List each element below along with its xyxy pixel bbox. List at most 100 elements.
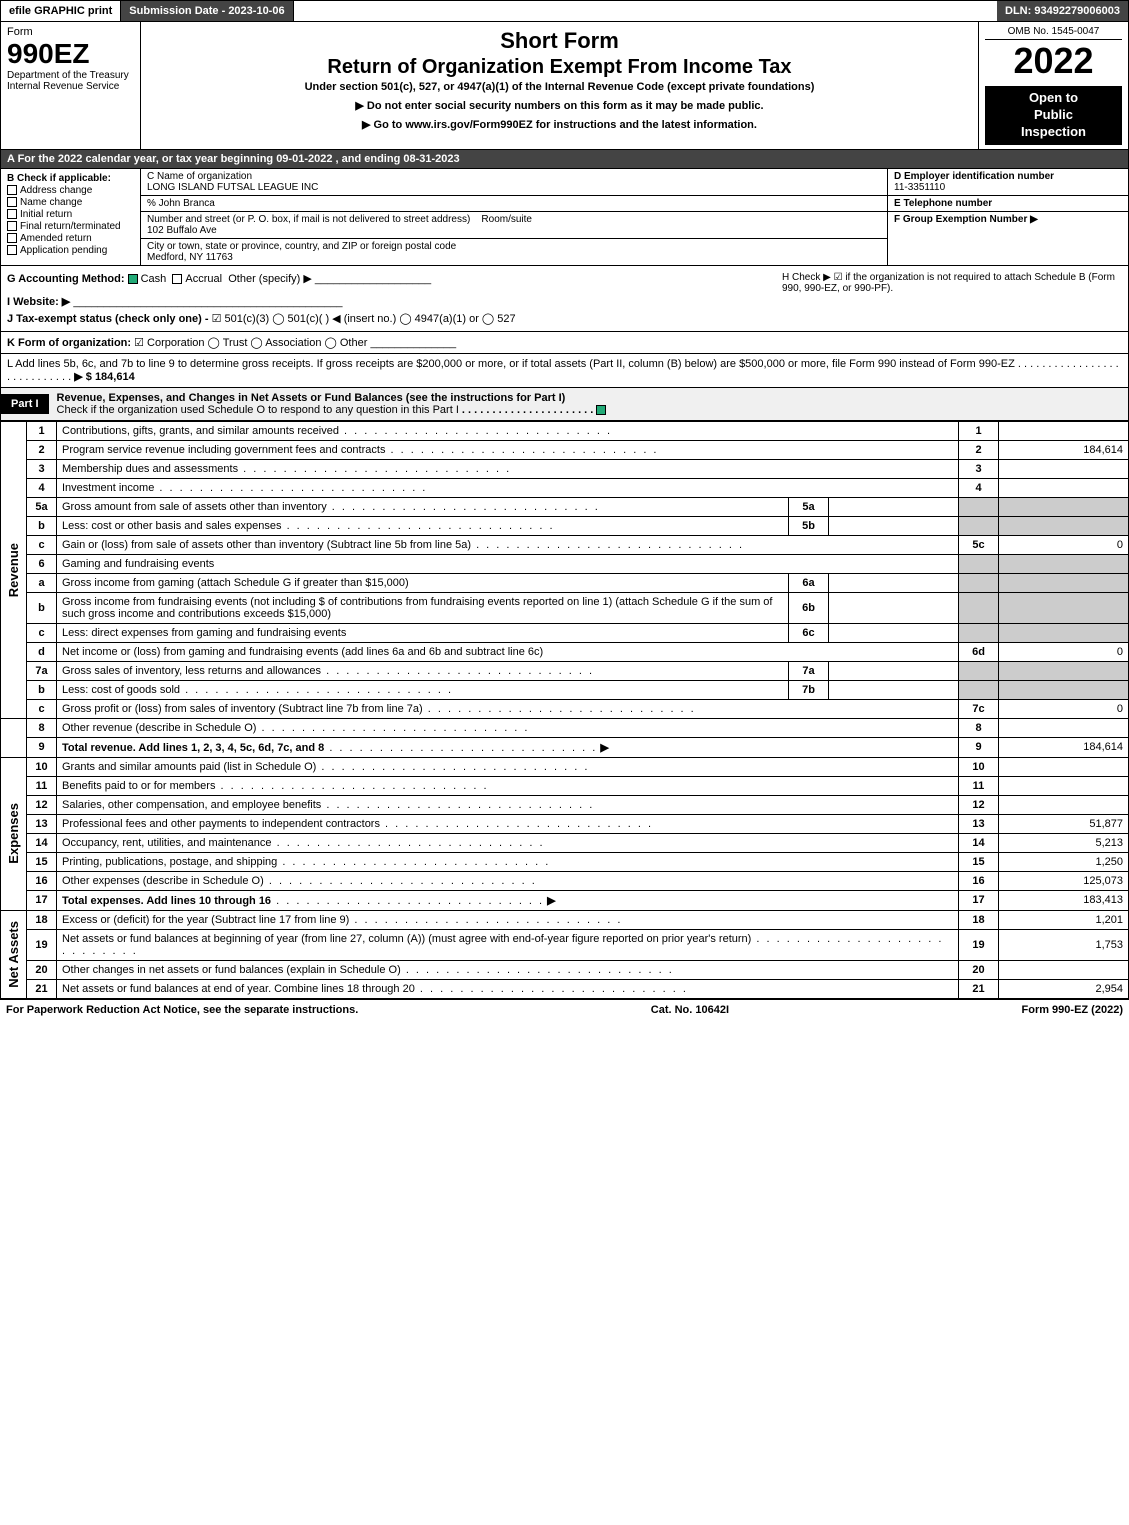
line2-desc: Program service revenue including govern… bbox=[62, 444, 385, 456]
line7b-num: b bbox=[27, 680, 57, 699]
line6b-ibox: 6b bbox=[789, 592, 829, 623]
org-name-value: LONG ISLAND FUTSAL LEAGUE INC bbox=[147, 182, 318, 193]
line6-shade2 bbox=[999, 554, 1129, 573]
ein-value: 11-3351110 bbox=[894, 182, 945, 193]
page-footer: For Paperwork Reduction Act Notice, see … bbox=[0, 999, 1129, 1020]
check-address-change[interactable]: Address change bbox=[7, 185, 134, 196]
line3-desc: Membership dues and assessments bbox=[62, 463, 238, 475]
line7c-num: c bbox=[27, 699, 57, 718]
footer-catno: Cat. No. 10642I bbox=[651, 1004, 729, 1016]
line8-num: 8 bbox=[27, 718, 57, 737]
check-accrual[interactable] bbox=[172, 274, 182, 284]
goto-link[interactable]: ▶ Go to www.irs.gov/Form990EZ for instru… bbox=[147, 118, 972, 131]
line6c-shade2 bbox=[999, 623, 1129, 642]
line19-desc: Net assets or fund balances at beginning… bbox=[62, 933, 751, 945]
short-form-title: Short Form bbox=[147, 28, 972, 54]
row-l: L Add lines 5b, 6c, and 7b to line 9 to … bbox=[0, 354, 1129, 388]
line21-desc: Net assets or fund balances at end of ye… bbox=[62, 983, 415, 995]
part1-title: Revenue, Expenses, and Changes in Net As… bbox=[49, 388, 1128, 420]
line6b-shade2 bbox=[999, 592, 1129, 623]
line21-num: 21 bbox=[27, 979, 57, 998]
line4-box: 4 bbox=[959, 478, 999, 497]
line7a-shade bbox=[959, 661, 999, 680]
line20-amt bbox=[999, 960, 1129, 979]
line12-box: 12 bbox=[959, 795, 999, 814]
line10-box: 10 bbox=[959, 757, 999, 776]
ein-block: D Employer identification number 11-3351… bbox=[888, 169, 1128, 196]
line4-num: 4 bbox=[27, 478, 57, 497]
line5c-box: 5c bbox=[959, 535, 999, 554]
line6d-desc: Net income or (loss) from gaming and fun… bbox=[62, 646, 543, 658]
line10-amt bbox=[999, 757, 1129, 776]
line15-box: 15 bbox=[959, 852, 999, 871]
badge-line3: Inspection bbox=[1021, 124, 1086, 139]
revenue-side-label: Revenue bbox=[1, 421, 27, 718]
line20-desc: Other changes in net assets or fund bala… bbox=[62, 964, 401, 976]
line6-desc: Gaming and fundraising events bbox=[57, 554, 959, 573]
line16-desc: Other expenses (describe in Schedule O) bbox=[62, 875, 264, 887]
line17-desc: Total expenses. Add lines 10 through 16 bbox=[62, 895, 271, 907]
line14-amt: 5,213 bbox=[999, 833, 1129, 852]
line6c-iamt bbox=[829, 623, 959, 642]
revenue-side-cont bbox=[1, 718, 27, 757]
check-initial-return[interactable]: Initial return bbox=[7, 209, 134, 220]
line6b-num: b bbox=[27, 592, 57, 623]
line6-num: 6 bbox=[27, 554, 57, 573]
line6a-desc: Gross income from gaming (attach Schedul… bbox=[62, 577, 409, 589]
city-block: City or town, state or province, country… bbox=[141, 239, 887, 265]
line7b-shade bbox=[959, 680, 999, 699]
line19-amt: 1,753 bbox=[999, 929, 1129, 960]
line19-num: 19 bbox=[27, 929, 57, 960]
line19-box: 19 bbox=[959, 929, 999, 960]
netassets-side-label: Net Assets bbox=[1, 910, 27, 998]
line6-shade bbox=[959, 554, 999, 573]
line5b-shade2 bbox=[999, 516, 1129, 535]
line17-box: 17 bbox=[959, 890, 999, 910]
check-name-change[interactable]: Name change bbox=[7, 197, 134, 208]
accounting-method: G Accounting Method: Cash Accrual Other … bbox=[7, 272, 782, 285]
check-cash[interactable] bbox=[128, 274, 138, 284]
line18-desc: Excess or (deficit) for the year (Subtra… bbox=[62, 914, 349, 926]
expenses-side-label: Expenses bbox=[1, 757, 27, 910]
check-application-pending[interactable]: Application pending bbox=[7, 245, 134, 256]
care-of: % John Branca bbox=[141, 196, 887, 212]
line7b-iamt bbox=[829, 680, 959, 699]
line14-num: 14 bbox=[27, 833, 57, 852]
line21-amt: 2,954 bbox=[999, 979, 1129, 998]
line10-desc: Grants and similar amounts paid (list in… bbox=[62, 761, 316, 773]
dln-label: DLN: 93492279006003 bbox=[997, 1, 1128, 21]
line5a-ibox: 5a bbox=[789, 497, 829, 516]
footer-formref: Form 990-EZ (2022) bbox=[1022, 1004, 1123, 1016]
line12-desc: Salaries, other compensation, and employ… bbox=[62, 799, 321, 811]
line6d-amt: 0 bbox=[999, 642, 1129, 661]
form-header: Form 990EZ Department of the Treasury In… bbox=[0, 22, 1129, 150]
line5a-num: 5a bbox=[27, 497, 57, 516]
line14-desc: Occupancy, rent, utilities, and maintena… bbox=[62, 837, 272, 849]
header-left: Form 990EZ Department of the Treasury In… bbox=[1, 22, 141, 149]
row-gh: G Accounting Method: Cash Accrual Other … bbox=[0, 266, 1129, 332]
line13-num: 13 bbox=[27, 814, 57, 833]
col-def: D Employer identification number 11-3351… bbox=[888, 169, 1128, 265]
city-value: Medford, NY 11763 bbox=[147, 252, 233, 263]
line18-amt: 1,201 bbox=[999, 910, 1129, 929]
line6c-desc: Less: direct expenses from gaming and fu… bbox=[62, 627, 346, 639]
line17-num: 17 bbox=[27, 890, 57, 910]
check-schedule-o[interactable] bbox=[596, 405, 606, 415]
line10-num: 10 bbox=[27, 757, 57, 776]
line14-box: 14 bbox=[959, 833, 999, 852]
line15-num: 15 bbox=[27, 852, 57, 871]
check-amended-return[interactable]: Amended return bbox=[7, 233, 134, 244]
line13-amt: 51,877 bbox=[999, 814, 1129, 833]
line7a-ibox: 7a bbox=[789, 661, 829, 680]
lines-table: Revenue 1 Contributions, gifts, grants, … bbox=[0, 421, 1129, 999]
line15-amt: 1,250 bbox=[999, 852, 1129, 871]
part1-header: Part I Revenue, Expenses, and Changes in… bbox=[0, 388, 1129, 421]
line21-box: 21 bbox=[959, 979, 999, 998]
check-final-return[interactable]: Final return/terminated bbox=[7, 221, 134, 232]
line5b-num: b bbox=[27, 516, 57, 535]
line11-desc: Benefits paid to or for members bbox=[62, 780, 215, 792]
line16-num: 16 bbox=[27, 871, 57, 890]
line5a-shade bbox=[959, 497, 999, 516]
website-row: I Website: ▶ ___________________________… bbox=[7, 295, 782, 308]
line1-box: 1 bbox=[959, 421, 999, 440]
